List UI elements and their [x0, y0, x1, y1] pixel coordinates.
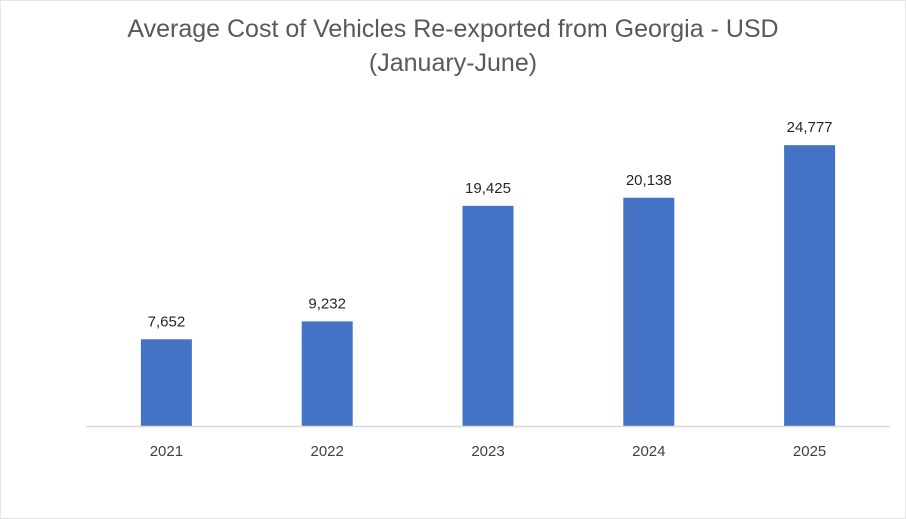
data-label-2021: 7,652	[148, 313, 186, 330]
bar-2025	[784, 145, 836, 426]
data-label-2023: 19,425	[465, 180, 511, 197]
chart-subtitle: (January-June)	[368, 49, 538, 77]
labels-group: 7,652 2021 9,232 2022 19,425 2023 20,138 2024 24…	[148, 119, 833, 460]
data-label-2022: 9,232	[308, 295, 346, 312]
x-tick-label-2024: 2024	[632, 443, 665, 460]
x-tick-label-2022: 2022	[311, 443, 344, 460]
x-tick-label-2021: 2021	[150, 443, 183, 460]
data-label-2024: 20,138	[626, 172, 672, 189]
bars-group	[140, 145, 836, 426]
bar-2023	[462, 205, 514, 426]
chart-title: Average Cost of Vehicles Re-exported fro…	[127, 15, 779, 43]
x-tick-label-2023: 2023	[471, 443, 504, 460]
data-label-2025: 24,777	[787, 119, 833, 136]
x-tick-label-2025: 2025	[793, 443, 826, 460]
bar-2021	[140, 339, 192, 426]
chart-title-block: Average Cost of Vehicles Re-exported fro…	[0, 12, 906, 80]
bar-2022	[301, 321, 353, 426]
bar-2024	[623, 197, 675, 426]
